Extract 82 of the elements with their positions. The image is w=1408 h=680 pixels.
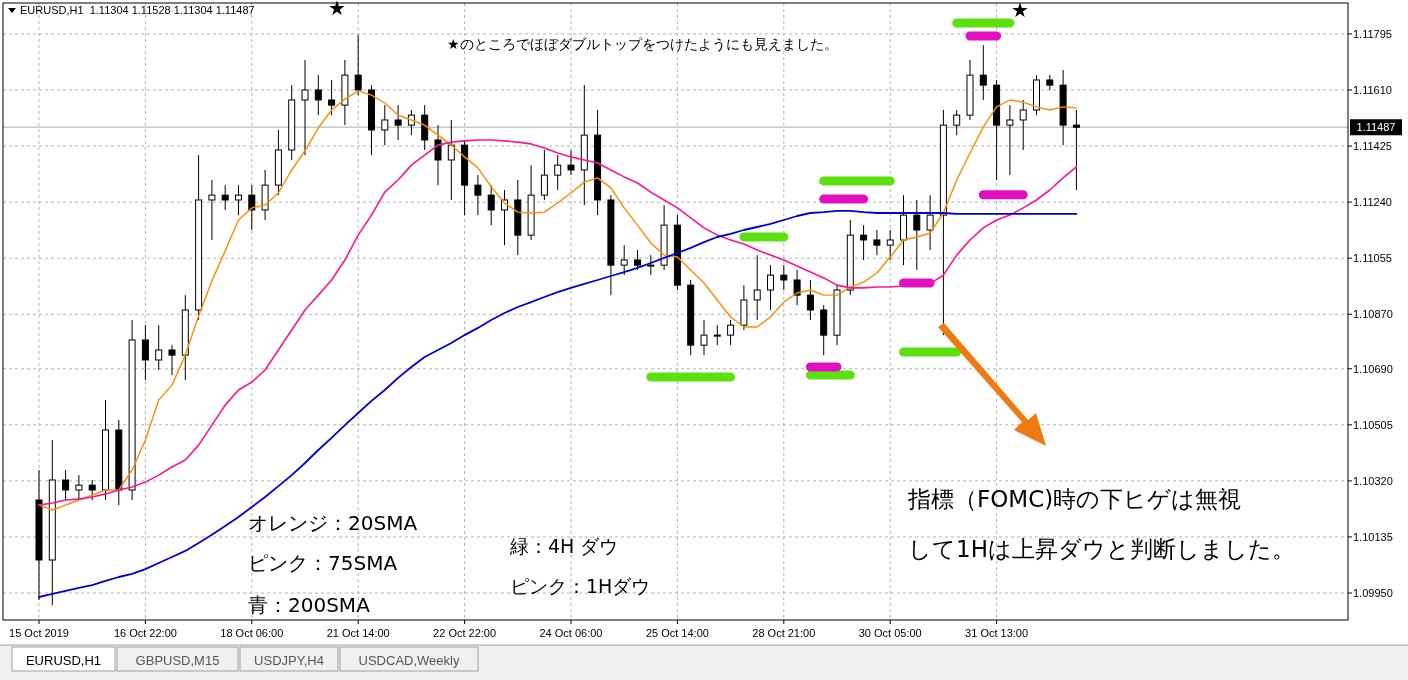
y-tick-label: 1.11795: [1353, 27, 1392, 40]
ref-line-label: 1.11487: [1356, 121, 1396, 134]
y-tick-label: 1.11240: [1353, 196, 1392, 209]
annotation: ★: [1011, 0, 1029, 22]
y-tick-label: 1.10135: [1353, 530, 1393, 543]
candlestick: [381, 104, 389, 146]
candlestick: [767, 264, 774, 311]
candlestick: [713, 324, 721, 346]
candlestick: [913, 199, 921, 271]
x-tick-label: 15 Oct 2019: [9, 627, 69, 639]
x-tick-label: 22 Oct 22:00: [433, 627, 497, 639]
text: GBPUSD,M15: [135, 653, 220, 668]
candlestick: [554, 154, 562, 191]
x-tick-label: 21 Oct 14:00: [326, 627, 390, 639]
annotation: ピンク：75SMA: [248, 551, 398, 575]
candlestick: [727, 319, 735, 346]
annotation: して1Hは上昇ダウと判断しました。: [908, 536, 1295, 562]
y-tick-label: 1.10870: [1353, 308, 1393, 321]
text: EURUSD,H1: [25, 653, 102, 668]
text: USDJPY,H4: [254, 653, 324, 668]
candlestick: [155, 324, 163, 371]
candlestick: [75, 474, 83, 501]
candlestick: [235, 184, 242, 216]
candlestick: [540, 149, 548, 201]
y-tick-label: 1.10320: [1353, 474, 1393, 487]
candlestick: [953, 109, 961, 136]
annotation: 指標（FOMC)時の下ヒゲは無視: [907, 486, 1242, 512]
candlestick: [753, 254, 761, 321]
annotation: 青：200SMA: [248, 593, 371, 617]
candlestick: [314, 74, 322, 116]
candlestick: [634, 249, 641, 271]
candlestick: [873, 229, 881, 256]
candlestick: [886, 229, 894, 261]
candlestick: [447, 119, 455, 201]
candlestick: [487, 184, 495, 226]
annotation: ★のところでほぼダブルトップをつけたようにも見えました。: [447, 36, 838, 52]
chart-title: EURUSD,H1 1.11304 1.11528 1.11304 1.11487: [20, 4, 255, 16]
x-tick-label: 25 Oct 14:00: [645, 627, 709, 639]
candlestick: [434, 124, 442, 186]
candlestick: [647, 254, 655, 276]
y-tick-label: 1.10690: [1353, 362, 1393, 375]
candlestick: [926, 194, 934, 251]
candlestick: [1072, 109, 1080, 191]
candlestick: [1019, 99, 1027, 151]
candlestick: [806, 279, 814, 321]
x-tick-label: 28 Oct 21:00: [752, 627, 816, 639]
candlestick: [88, 479, 96, 501]
candlestick: [248, 184, 256, 231]
y-tick-label: 1.11055: [1353, 252, 1392, 265]
candlestick: [141, 324, 149, 381]
candlestick: [394, 104, 402, 141]
annotation: ★: [328, 0, 346, 20]
x-tick-label: 18 Oct 06:00: [220, 627, 284, 639]
y-tick-label: 1.09950: [1353, 587, 1393, 600]
candlestick: [780, 264, 788, 291]
candlestick: [354, 34, 362, 96]
candlestick: [860, 224, 868, 261]
annotation: 緑：4H ダウ: [509, 535, 619, 557]
candlestick: [979, 44, 987, 101]
candlestick: [501, 189, 508, 246]
x-tick-label: 24 Oct 06:00: [539, 627, 603, 639]
annotation: ピンク：1Hダウ: [510, 575, 651, 597]
y-tick-label: 1.11610: [1353, 83, 1392, 96]
candlestick: [474, 174, 482, 216]
candlestick: [1006, 104, 1014, 176]
candlestick: [208, 179, 216, 241]
y-tick-label: 1.11425: [1353, 140, 1392, 153]
y-tick-label: 1.10505: [1353, 418, 1393, 431]
candlestick: [62, 469, 70, 501]
x-tick-label: 31 Oct 13:00: [965, 627, 1029, 639]
candlestick: [793, 269, 801, 306]
candlestick: [168, 344, 176, 376]
x-tick-label: 30 Oct 05:00: [858, 627, 922, 639]
text: USDCAD,Weekly: [358, 653, 460, 668]
candlestick: [328, 79, 336, 116]
candlestick: [567, 149, 575, 176]
candlestick: [700, 319, 708, 356]
candlestick: [620, 244, 628, 276]
candlestick: [221, 184, 229, 211]
candlestick: [301, 59, 309, 156]
annotation: オレンジ：20SMA: [248, 511, 418, 535]
x-tick-label: 16 Oct 22:00: [113, 627, 177, 639]
